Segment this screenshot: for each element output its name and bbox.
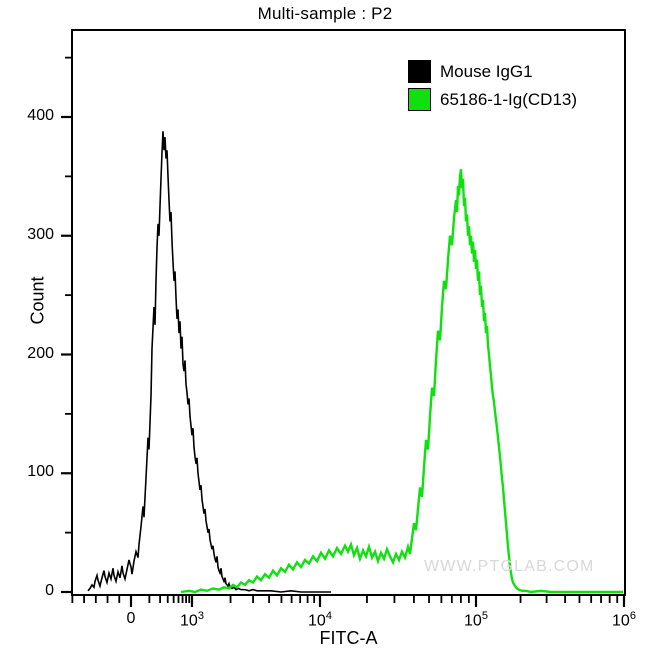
plot-frame bbox=[71, 29, 626, 596]
histogram-traces bbox=[87, 131, 623, 594]
y-tick-label: 200 bbox=[27, 344, 54, 362]
series-mouse-igg1 bbox=[87, 131, 331, 593]
y-tick-label: 0 bbox=[45, 582, 54, 599]
trace-mouse-igg1 bbox=[87, 131, 331, 593]
series-cd13 bbox=[180, 169, 623, 594]
legend-label-cd13: 65186-1-Ig(CD13) bbox=[440, 89, 578, 109]
x-tick-label: 104 bbox=[308, 610, 332, 630]
x-tick-label: 105 bbox=[464, 610, 488, 630]
x-tick-label: 0 bbox=[126, 610, 136, 627]
legend-swatch-mouse-igg1 bbox=[408, 60, 431, 83]
y-tick-label: 400 bbox=[27, 107, 54, 124]
y-axis-title: Count bbox=[27, 276, 48, 325]
watermark: WWW.PTGLAB.COM bbox=[424, 558, 595, 575]
x-axis-ticks bbox=[71, 596, 626, 607]
y-tick-label: 300 bbox=[27, 225, 54, 243]
page-title: Multi-sample : P2 bbox=[257, 4, 393, 23]
x-tick-label: 106 bbox=[612, 610, 636, 630]
trace-cd13 bbox=[180, 169, 623, 594]
legend-label-mouse-igg1: Mouse IgG1 bbox=[440, 61, 533, 81]
legend-item-mouse-igg1: Mouse IgG1 bbox=[408, 60, 577, 83]
legend: Mouse IgG1 65186-1-Ig(CD13) bbox=[408, 60, 577, 111]
x-axis-title: FITC-A bbox=[319, 628, 378, 648]
y-tick-label: 100 bbox=[27, 463, 54, 481]
x-tick-label: 103 bbox=[180, 610, 204, 630]
legend-item-cd13: 65186-1-Ig(CD13) bbox=[408, 88, 577, 111]
legend-swatch-cd13 bbox=[408, 88, 431, 111]
